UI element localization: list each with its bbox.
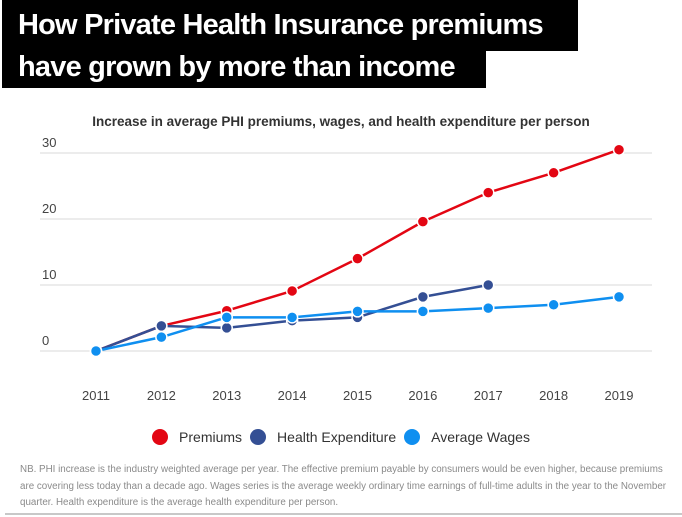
legend-marker-premiums (152, 429, 169, 445)
data-point-average-wages-2015[interactable] (351, 305, 364, 318)
data-point-average-wages-2019[interactable] (612, 290, 626, 304)
data-point-health-expenditure-2012[interactable] (155, 319, 168, 333)
series-points (89, 143, 626, 358)
x-tick-label: 2018 (539, 388, 568, 403)
x-tick-label: 2017 (474, 388, 503, 403)
x-tick-label: 2015 (343, 388, 372, 403)
x-tick-label: 2011 (82, 388, 110, 403)
data-point-average-wages-2016[interactable] (416, 305, 430, 318)
data-point-health-expenditure-2017[interactable] (482, 278, 495, 292)
data-point-premiums-2019[interactable] (612, 143, 626, 156)
data-point-premiums-2014[interactable] (285, 284, 299, 298)
x-tick-label: 2014 (278, 388, 307, 403)
data-point-average-wages-2012[interactable] (155, 330, 168, 344)
legend-marker-average-wages (404, 429, 421, 445)
data-point-premiums-2016[interactable] (416, 215, 430, 228)
y-tick-label: 0 (42, 333, 49, 348)
data-point-premiums-2017[interactable] (482, 186, 495, 199)
legend-label-premiums: Premiums (179, 429, 243, 445)
x-tick-label: 2013 (212, 388, 241, 403)
data-point-premiums-2018[interactable] (547, 166, 560, 180)
y-tick-label: 20 (42, 201, 56, 216)
bottom-divider (5, 513, 682, 515)
data-point-average-wages-2014[interactable] (285, 311, 299, 324)
data-point-health-expenditure-2013[interactable] (220, 321, 233, 335)
x-axis-ticks: 2011 2012 2013 2014 2015 2016 2017 2018 2019 (82, 388, 633, 403)
data-point-average-wages-2018[interactable] (547, 298, 560, 312)
legend-label-average-wages: Average Wages (431, 429, 530, 445)
legend-label-health-expenditure: Health Expenditure (277, 429, 397, 445)
data-point-health-expenditure-2016[interactable] (416, 290, 430, 304)
footnote: NB. PHI increase is the industry weighte… (20, 464, 667, 509)
data-point-average-wages-2011[interactable] (89, 344, 103, 358)
y-tick-label: 30 (42, 135, 56, 150)
legend: Premiums Health Expenditure Average Wage… (0, 429, 682, 445)
x-tick-label: 2016 (408, 388, 437, 403)
legend-item-average-wages[interactable]: Average Wages (404, 429, 530, 445)
legend-marker-health-expenditure (250, 429, 267, 445)
headline-line-2-box: have grown by more than income (2, 51, 486, 88)
chart-title: Increase in average PHI premiums, wages,… (92, 114, 590, 129)
legend-item-premiums[interactable]: Premiums (152, 429, 242, 445)
headline-line-1: How Private Health Insurance premiums (18, 9, 544, 41)
data-point-average-wages-2013[interactable] (220, 311, 233, 324)
headline-line-2: have grown by more than income (18, 51, 456, 83)
x-tick-label: 2012 (147, 388, 176, 403)
y-tick-label: 10 (42, 267, 56, 282)
y-axis-ticks: 0 10 20 30 (42, 135, 56, 348)
data-point-premiums-2015[interactable] (351, 252, 364, 265)
headline-line-1-box: How Private Health Insurance premiums (2, 0, 578, 51)
x-tick-label: 2019 (605, 388, 634, 403)
gridlines (40, 152, 652, 352)
data-point-average-wages-2017[interactable] (482, 301, 495, 315)
legend-item-health-expenditure[interactable]: Health Expenditure (250, 429, 396, 445)
